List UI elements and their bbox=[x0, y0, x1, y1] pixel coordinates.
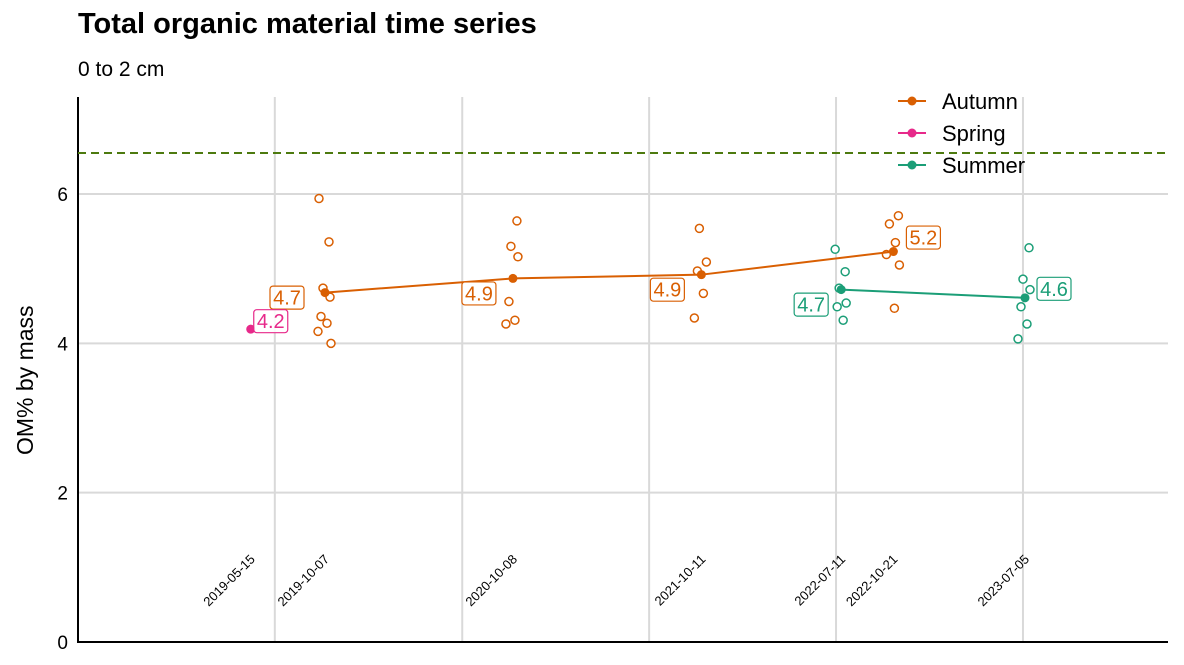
sample-point bbox=[841, 298, 851, 308]
legend-item-autumn: Autumn bbox=[898, 89, 1018, 114]
data-label-box bbox=[905, 225, 941, 250]
data-label-text: 4.2 bbox=[257, 311, 285, 333]
sample-point bbox=[840, 266, 850, 277]
sample-point bbox=[698, 288, 709, 299]
date-label: 2019-10-07 bbox=[274, 552, 332, 610]
legend-label: Autumn bbox=[942, 89, 1018, 114]
sample-point bbox=[890, 237, 901, 248]
sample-point bbox=[512, 216, 522, 226]
y-tick-label: 4 bbox=[57, 334, 68, 355]
sample-point bbox=[830, 244, 840, 255]
sample-point bbox=[506, 241, 516, 252]
sample-point bbox=[701, 257, 712, 267]
data-label-text: 5.2 bbox=[909, 228, 937, 250]
legend-label: Spring bbox=[942, 121, 1006, 146]
data-label-box bbox=[253, 309, 289, 334]
data-label-text: 4.6 bbox=[1040, 279, 1068, 301]
y-tick-label: 2 bbox=[57, 484, 68, 505]
data-label: 4.6 bbox=[1036, 276, 1072, 301]
series-line bbox=[841, 288, 1026, 299]
sample-point bbox=[510, 315, 520, 325]
sample-point bbox=[313, 326, 323, 337]
data-label-text: 4.7 bbox=[797, 295, 825, 317]
sample-point bbox=[832, 302, 842, 312]
sample-point bbox=[326, 338, 336, 349]
sample-point bbox=[1025, 284, 1035, 295]
legend-label: Summer bbox=[942, 153, 1025, 178]
data-label-box bbox=[793, 292, 829, 317]
series-autumn bbox=[313, 193, 905, 349]
series-line bbox=[324, 250, 894, 294]
sample-point bbox=[1013, 334, 1023, 344]
sample-point bbox=[322, 318, 332, 328]
mean-point bbox=[696, 270, 706, 280]
data-label: 4.9 bbox=[461, 281, 497, 306]
y-tick-label: 0 bbox=[57, 633, 68, 654]
legend-swatch-dot bbox=[907, 96, 917, 106]
sample-point bbox=[1022, 319, 1032, 329]
sample-point bbox=[316, 311, 326, 322]
sample-point bbox=[894, 260, 905, 270]
sample-point bbox=[501, 319, 511, 329]
legend-item-summer: Summer bbox=[898, 153, 1025, 178]
date-label: 2022-10-21 bbox=[843, 552, 901, 610]
sample-point bbox=[893, 210, 904, 221]
legend-swatch-dot bbox=[907, 128, 917, 138]
date-label: 2019-05-15 bbox=[200, 552, 258, 610]
legend-item-spring: Spring bbox=[898, 121, 1006, 146]
date-label: 2021-10-11 bbox=[652, 552, 709, 609]
sample-point bbox=[1024, 243, 1034, 253]
data-label: 4.7 bbox=[269, 285, 305, 310]
data-label: 4.7 bbox=[793, 292, 829, 317]
data-label-box bbox=[461, 281, 497, 306]
series-summer bbox=[830, 243, 1035, 344]
data-label: 4.9 bbox=[649, 277, 685, 302]
date-label: 2020-10-08 bbox=[462, 552, 520, 610]
sample-point bbox=[889, 303, 900, 314]
data-label-box bbox=[1036, 276, 1072, 301]
data-label: 4.2 bbox=[253, 309, 289, 334]
data-label-text: 4.9 bbox=[653, 280, 681, 302]
sample-point bbox=[689, 313, 700, 323]
series-spring bbox=[246, 324, 256, 334]
date-label: 2022-07-11 bbox=[791, 552, 848, 609]
sample-point bbox=[324, 237, 334, 247]
mean-point bbox=[508, 273, 518, 283]
data-label: 5.2 bbox=[905, 225, 941, 250]
data-label-text: 4.9 bbox=[465, 283, 493, 305]
data-label-text: 4.7 bbox=[273, 288, 301, 310]
sample-point bbox=[504, 296, 514, 307]
sample-point bbox=[314, 193, 324, 204]
sample-point bbox=[838, 315, 848, 325]
mean-point bbox=[836, 285, 846, 295]
sample-point bbox=[513, 252, 523, 262]
mean-point bbox=[246, 324, 256, 334]
y-tick-label: 6 bbox=[57, 185, 68, 206]
mean-point bbox=[1020, 293, 1030, 303]
data-label-box bbox=[649, 277, 685, 302]
mean-point bbox=[320, 288, 330, 298]
sample-point bbox=[1018, 274, 1028, 284]
chart-title: Total organic material time series bbox=[78, 8, 537, 40]
sample-point bbox=[694, 223, 705, 234]
data-label-box bbox=[269, 285, 305, 310]
mean-point bbox=[888, 247, 898, 257]
chart-subtitle: 0 to 2 cm bbox=[78, 58, 165, 81]
legend-swatch-dot bbox=[907, 160, 917, 170]
sample-point bbox=[884, 219, 895, 229]
sample-point bbox=[1016, 302, 1026, 312]
